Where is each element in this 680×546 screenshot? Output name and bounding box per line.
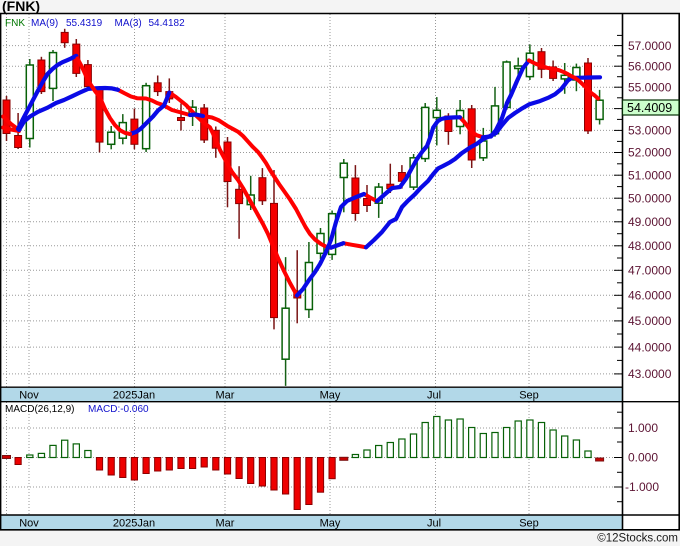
svg-text:Sep: Sep — [519, 518, 539, 530]
svg-text:Mar: Mar — [216, 518, 235, 530]
svg-text:(FNK): (FNK) — [2, 0, 40, 14]
svg-text:2025Jan: 2025Jan — [113, 518, 155, 530]
svg-text:43.0000: 43.0000 — [628, 367, 672, 381]
svg-text:51.0000: 51.0000 — [628, 168, 672, 182]
svg-text:Jul: Jul — [427, 518, 441, 530]
svg-text:MACD(26,12,9): MACD(26,12,9) — [5, 404, 74, 415]
svg-text:50.0000: 50.0000 — [628, 191, 672, 205]
svg-text:-1.000: -1.000 — [625, 480, 659, 494]
svg-text:Nov: Nov — [19, 390, 39, 402]
svg-text:54.4182: 54.4182 — [149, 18, 186, 29]
svg-text:Mar: Mar — [216, 390, 235, 402]
svg-text:57.0000: 57.0000 — [628, 39, 672, 53]
svg-text:MACD:-0.060: MACD:-0.060 — [88, 404, 149, 415]
svg-text:45.0000: 45.0000 — [628, 314, 672, 328]
svg-text:47.0000: 47.0000 — [628, 264, 672, 278]
svg-text:©12Stocks.com: ©12Stocks.com — [597, 533, 678, 545]
svg-text:49.0000: 49.0000 — [628, 215, 672, 229]
svg-text:55.4319: 55.4319 — [66, 18, 103, 29]
svg-text:46.0000: 46.0000 — [628, 289, 672, 303]
svg-text:54.4009: 54.4009 — [627, 101, 672, 115]
svg-text:52.0000: 52.0000 — [628, 146, 672, 160]
svg-text:48.0000: 48.0000 — [628, 239, 672, 253]
svg-text:MA(9): MA(9) — [31, 18, 58, 29]
svg-text:Jul: Jul — [427, 390, 441, 402]
svg-text:55.0000: 55.0000 — [628, 80, 672, 94]
svg-text:0.000: 0.000 — [628, 451, 658, 465]
svg-text:May: May — [320, 518, 341, 530]
svg-text:MA(3): MA(3) — [115, 18, 142, 29]
svg-text:53.0000: 53.0000 — [628, 124, 672, 138]
svg-text:44.0000: 44.0000 — [628, 340, 672, 354]
svg-text:2025Jan: 2025Jan — [113, 390, 155, 402]
svg-text:1.000: 1.000 — [628, 421, 658, 435]
svg-text:56.0000: 56.0000 — [628, 59, 672, 73]
svg-text:Sep: Sep — [519, 390, 539, 402]
svg-text:FNK: FNK — [5, 18, 25, 29]
svg-text:May: May — [320, 390, 341, 402]
svg-text:Nov: Nov — [19, 518, 39, 530]
